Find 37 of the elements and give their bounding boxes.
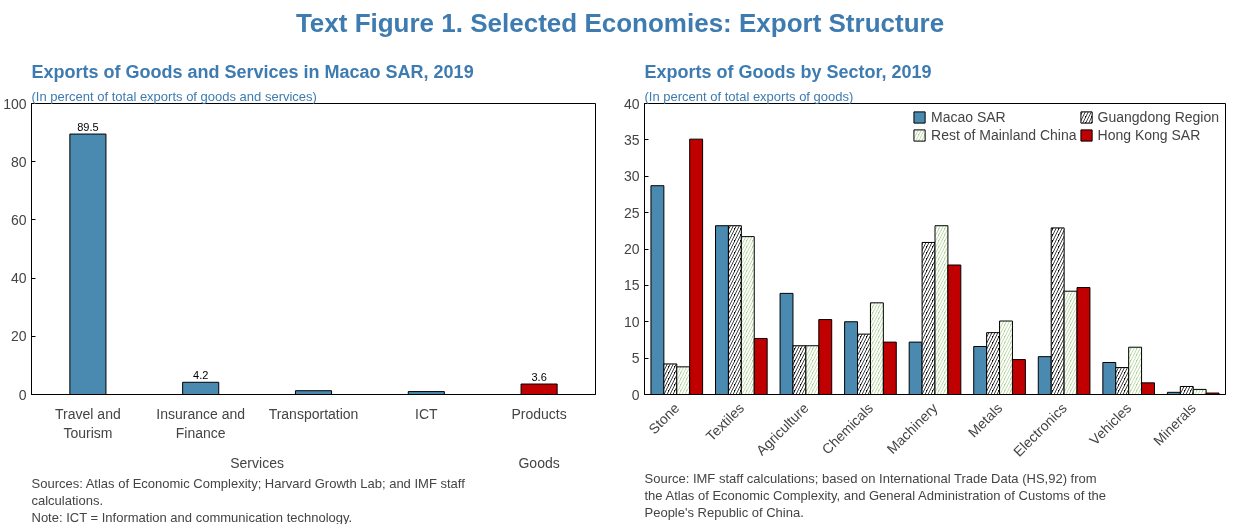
text: Goods bbox=[518, 454, 560, 471]
x-tick-label: Travel and Tourism bbox=[55, 405, 121, 441]
y-tick-label: 20 bbox=[623, 241, 640, 257]
y-tick-label: 0 bbox=[631, 386, 640, 403]
chart-title: Exports of Goods by Sector, 2019 bbox=[644, 61, 932, 82]
source-note: Sources: Atlas of Economic Complexity; Harvard Growth Lab; and IMF staff calculations. bbox=[31, 475, 466, 508]
y-tick-label: 80 bbox=[10, 153, 27, 170]
data-label: 89.5 bbox=[77, 121, 99, 134]
text: Note: ICT = Information and communication technology. bbox=[31, 509, 353, 525]
chart-title: Exports of Goods and Services in Macao SAR, 2019 bbox=[31, 61, 474, 82]
x-tick-label: Products bbox=[511, 405, 567, 422]
legend-label: Macao SAR bbox=[931, 109, 1006, 125]
legend-label: Guangdong Region bbox=[1097, 109, 1219, 125]
source-note: Source: IMF staff calculations; based on International Trade Data (HS,92) from the Atlas of Economic Complexity, and General Administration of Customs of the People's Republic of China. bbox=[644, 470, 1106, 520]
text: Services bbox=[230, 454, 284, 471]
y-tick-label: 0 bbox=[18, 386, 27, 403]
y-tick-label: 15 bbox=[623, 277, 640, 294]
y-tick-label: 25 bbox=[623, 204, 640, 221]
legend-label: Hong Kong SAR bbox=[1097, 127, 1201, 143]
y-tick-label: 35 bbox=[623, 131, 640, 148]
y-tick-label: 30 bbox=[623, 168, 640, 185]
data-label: 3.6 bbox=[531, 371, 547, 384]
legend-label: Rest of Mainland China bbox=[931, 127, 1077, 143]
x-tick-label: ICT bbox=[415, 405, 439, 422]
y-tick-label: 40 bbox=[10, 270, 27, 287]
y-tick-label: 60 bbox=[10, 211, 27, 228]
y-tick-label: 40 bbox=[623, 95, 640, 112]
chart-subtitle: (In percent of total exports of goods and services) bbox=[31, 88, 317, 104]
x-tick-label: Insurance and Finance bbox=[156, 405, 246, 441]
y-tick-label: 100 bbox=[3, 95, 27, 112]
y-tick-label: 20 bbox=[10, 328, 27, 345]
data-label: 4.2 bbox=[193, 369, 209, 382]
chart-subtitle: (In percent of total exports of goods) bbox=[644, 88, 854, 104]
y-tick-label: 5 bbox=[631, 350, 640, 367]
y-tick-label: 10 bbox=[623, 313, 640, 330]
x-tick-label: Transportation bbox=[268, 405, 359, 422]
text: Text Figure 1. Selected Economies: Export Structure bbox=[294, 7, 946, 40]
